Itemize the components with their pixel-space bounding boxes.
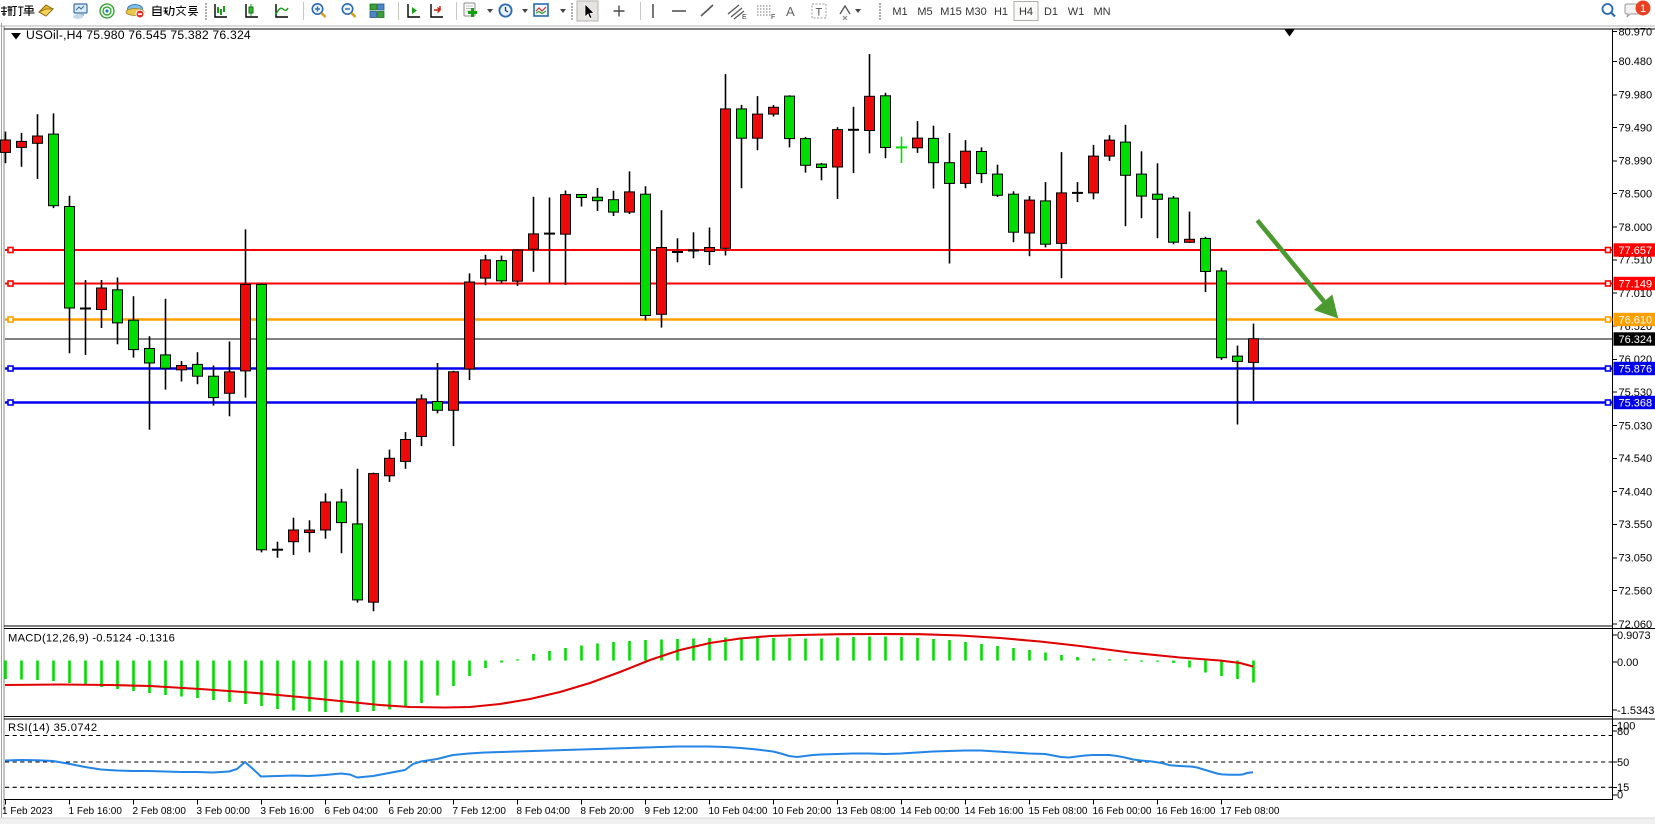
svg-text:9 Feb 12:00: 9 Feb 12:00 [645,806,699,817]
svg-text:13 Feb 08:00: 13 Feb 08:00 [837,806,896,817]
svg-text:3 Feb 16:00: 3 Feb 16:00 [261,806,315,817]
svg-text:M5: M5 [917,6,932,18]
svg-text:80: 80 [1617,726,1629,738]
svg-text:77.149: 77.149 [1619,279,1653,291]
svg-text:76.324: 76.324 [1619,334,1653,346]
svg-text:76.610: 76.610 [1619,315,1653,327]
svg-text:77.510: 77.510 [1619,255,1653,267]
svg-text:2 Feb 08:00: 2 Feb 08:00 [133,806,187,817]
svg-text:17 Feb 08:00: 17 Feb 08:00 [1221,806,1280,817]
svg-text:H4: H4 [1019,6,1033,18]
svg-text:M30: M30 [965,6,986,18]
svg-text:0.9073: 0.9073 [1617,630,1651,642]
svg-text:78.000: 78.000 [1619,222,1653,234]
svg-text:M15: M15 [940,6,961,18]
svg-text:T: T [816,7,823,19]
svg-text:E: E [742,14,747,21]
svg-text:74.540: 74.540 [1619,453,1653,465]
svg-text:73.050: 73.050 [1619,553,1653,565]
svg-text:H1: H1 [994,6,1008,18]
svg-text:74.040: 74.040 [1619,487,1653,499]
svg-text:100: 100 [1617,720,1635,732]
svg-text:USOil-,H4 75.980 76.545 75.38: USOil-,H4 75.980 76.545 75.382 76.324 [26,28,251,42]
svg-text:50: 50 [1617,757,1629,769]
svg-text:79.490: 79.490 [1619,122,1653,134]
svg-text:1: 1 [1640,3,1646,15]
svg-text:8 Feb 20:00: 8 Feb 20:00 [581,806,635,817]
svg-text:M1: M1 [892,6,907,18]
svg-text:14 Feb 00:00: 14 Feb 00:00 [901,806,960,817]
svg-text:0.00: 0.00 [1617,657,1638,669]
svg-text:7 Feb 12:00: 7 Feb 12:00 [453,806,507,817]
svg-text:15: 15 [1617,782,1629,794]
svg-text:80.480: 80.480 [1619,56,1653,68]
svg-text:16 Feb 00:00: 16 Feb 00:00 [1093,806,1152,817]
svg-text:8 Feb 04:00: 8 Feb 04:00 [517,806,571,817]
svg-text:75.368: 75.368 [1619,398,1653,410]
svg-text:F: F [771,14,775,21]
svg-text:W1: W1 [1068,6,1085,18]
svg-text:73.550: 73.550 [1619,519,1653,531]
svg-text:0: 0 [1617,790,1623,802]
svg-text:6 Feb 04:00: 6 Feb 04:00 [325,806,379,817]
svg-text:1 Feb 2023: 1 Feb 2023 [2,806,53,817]
svg-text:78.500: 78.500 [1619,189,1653,201]
svg-text:77.010: 77.010 [1619,288,1653,300]
svg-text:MACD(12,26,9) -0.5124 -0.1316: MACD(12,26,9) -0.5124 -0.1316 [8,633,175,645]
svg-text:14 Feb 16:00: 14 Feb 16:00 [965,806,1024,817]
svg-text:78.990: 78.990 [1619,156,1653,168]
svg-text:10 Feb 20:00: 10 Feb 20:00 [773,806,832,817]
svg-text:75.030: 75.030 [1619,420,1653,432]
svg-text:3 Feb 00:00: 3 Feb 00:00 [197,806,251,817]
svg-text:72.060: 72.060 [1619,619,1653,631]
svg-text:1 Feb 16:00: 1 Feb 16:00 [69,806,123,817]
svg-text:6 Feb 20:00: 6 Feb 20:00 [389,806,443,817]
svg-text:77.657: 77.657 [1619,245,1653,257]
svg-text:16 Feb 16:00: 16 Feb 16:00 [1157,806,1216,817]
svg-text:72.560: 72.560 [1619,585,1653,597]
svg-text:-1.5343: -1.5343 [1617,705,1654,717]
svg-text:D1: D1 [1044,6,1058,18]
svg-text:80.970: 80.970 [1619,26,1653,38]
svg-text:15 Feb 08:00: 15 Feb 08:00 [1029,806,1088,817]
svg-text:A: A [786,4,795,19]
svg-text:75.876: 75.876 [1619,364,1653,376]
svg-text:79.980: 79.980 [1619,90,1653,102]
svg-text:10 Feb 04:00: 10 Feb 04:00 [709,806,768,817]
svg-text:MN: MN [1093,6,1110,18]
svg-text:RSI(14) 35.0742: RSI(14) 35.0742 [8,722,98,734]
